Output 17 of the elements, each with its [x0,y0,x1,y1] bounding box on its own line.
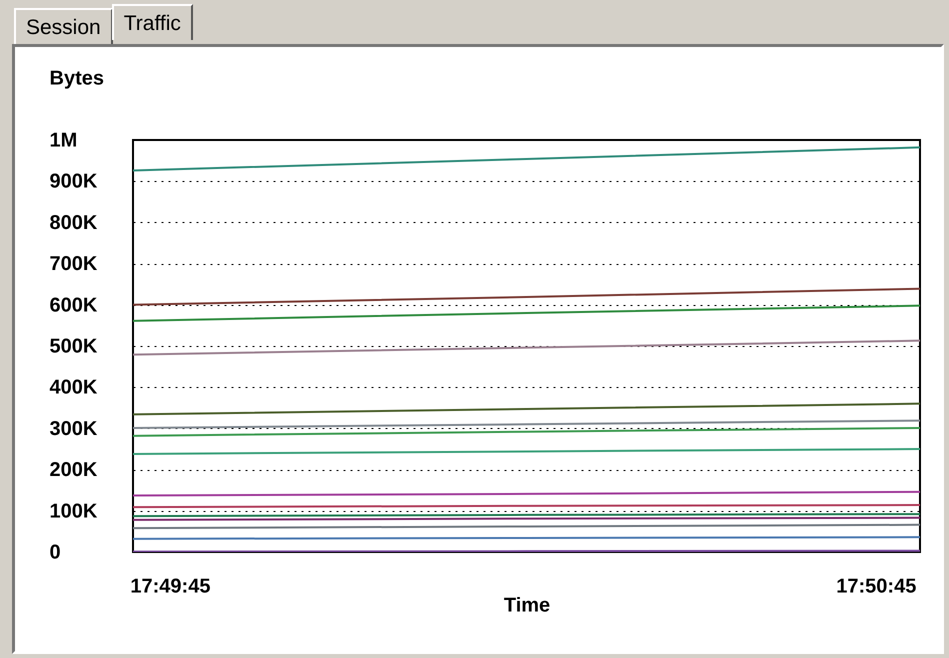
text: Session [14,8,113,44]
y-tick-label: 0 [50,542,61,564]
y-tick-label: 600K [50,294,98,316]
y-tick-label: 900K [50,170,98,193]
y-tick-label: 300K [50,418,98,440]
y-tick-label: 400K [50,376,98,399]
y-tick-label: 1M [50,130,78,152]
y-tick-label: 200K [50,459,98,482]
x-axis-title: Time [504,594,550,616]
y-axis-title: Bytes [50,68,104,90]
y-tick-label: 100K [50,500,98,522]
y-tick-label: 700K [50,253,98,276]
y-tick-label: 800K [50,212,98,234]
text: Traffic [112,4,193,40]
x-tick-label: 17:49:45 [130,576,210,598]
y-tick-label: 500K [50,336,98,358]
x-tick-label: 17:50:45 [836,576,916,598]
